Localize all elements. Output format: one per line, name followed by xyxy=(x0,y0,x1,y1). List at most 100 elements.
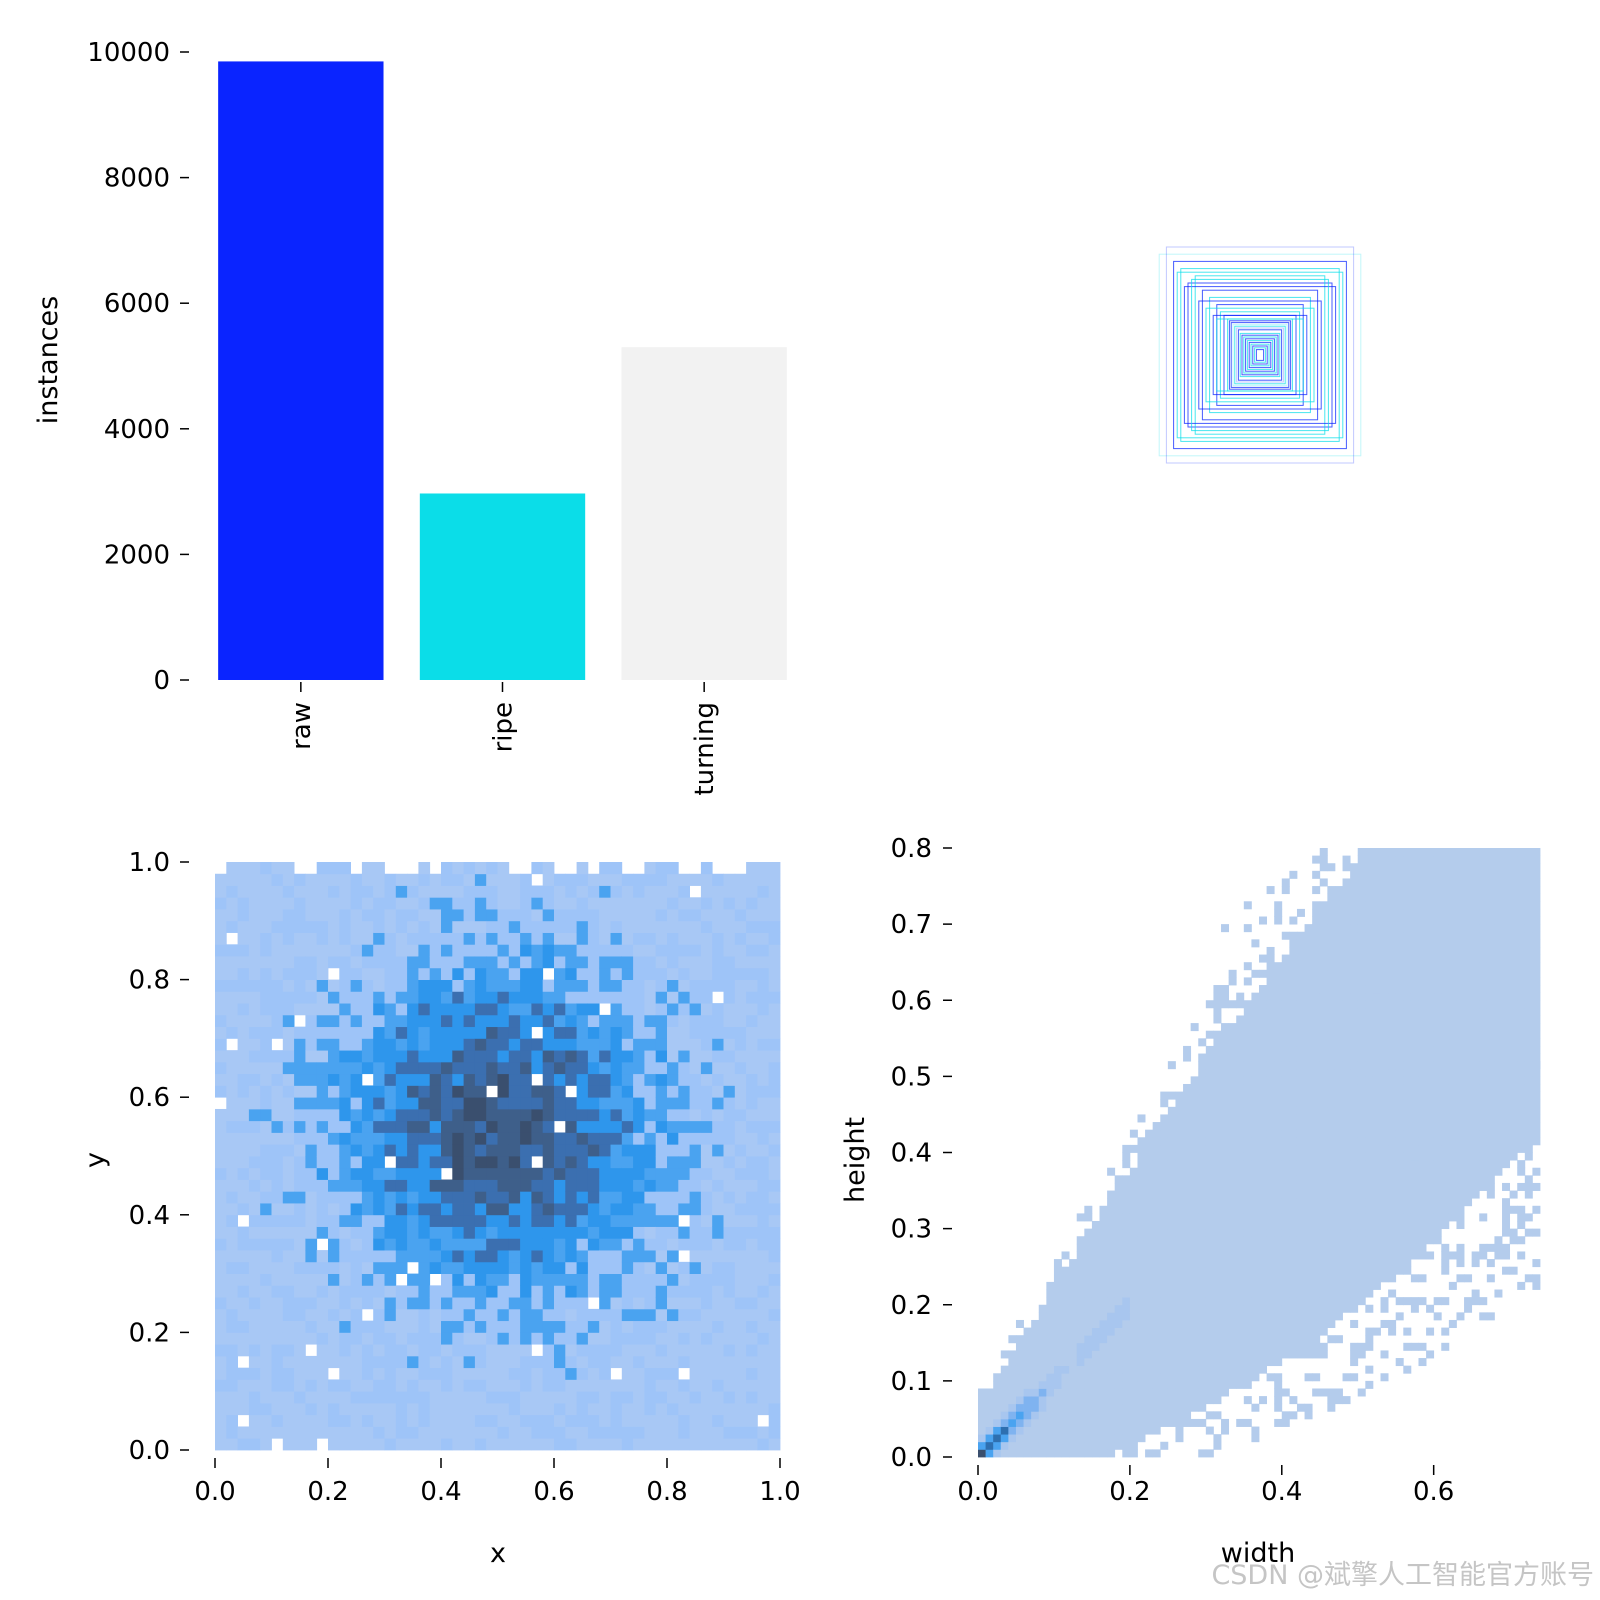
xy-heat-cell xyxy=(407,885,419,898)
xy-heat-cell xyxy=(633,1191,645,1204)
xy-heat-cell xyxy=(644,1120,657,1133)
xy-heat-cell xyxy=(565,1097,577,1110)
xy-heat-cell xyxy=(712,1097,724,1110)
xy-heat-cell xyxy=(689,873,702,886)
xy-heat-cell xyxy=(441,1379,453,1392)
wh-heat-cell xyxy=(1342,1122,1351,1131)
wh-heat-cell xyxy=(1243,1000,1252,1009)
wh-heat-cell xyxy=(1372,1099,1381,1108)
xy-heat-cell xyxy=(361,1367,374,1380)
wh-heat-cell xyxy=(1388,1137,1397,1146)
wh-heat-cell xyxy=(1251,1335,1260,1344)
xy-heat-cell xyxy=(667,979,679,992)
xy-heat-cell xyxy=(271,1344,284,1357)
xy-heat-cell xyxy=(565,1014,577,1028)
xy-heat-cell xyxy=(429,1050,442,1063)
xy-heat-cell xyxy=(294,1355,306,1369)
xy-heat-cell xyxy=(554,1108,566,1122)
xy-heat-cell xyxy=(542,909,555,922)
xy-heat-cell xyxy=(452,1438,464,1451)
xy-heat-cell xyxy=(373,1061,385,1075)
wh-heat-cell xyxy=(1365,1213,1374,1222)
wh-heat-cell xyxy=(1243,1342,1252,1351)
wh-heat-cell xyxy=(1243,1023,1252,1032)
wh-heat-cell xyxy=(1099,1380,1108,1389)
xy-heat-cell xyxy=(576,1132,589,1145)
xy-heat-cell xyxy=(407,1085,419,1098)
wh-heat-cell xyxy=(1312,1007,1321,1016)
wh-heat-cell xyxy=(1357,1160,1366,1169)
xy-heat-cell xyxy=(316,1026,329,1039)
wh-heat-cell xyxy=(1365,1007,1374,1016)
wh-heat-cell xyxy=(1046,1319,1055,1328)
wh-heat-cell xyxy=(1281,1274,1290,1283)
xy-heat-cell xyxy=(248,1214,261,1227)
xy-heat-cell xyxy=(655,1308,668,1322)
xy-heat-cell xyxy=(350,967,363,980)
wh-heat-cell xyxy=(1228,1122,1237,1131)
wh-heat-cell xyxy=(1350,870,1359,879)
xy-heat-cell xyxy=(294,1097,306,1110)
xy-heat-cell xyxy=(328,1438,340,1451)
wh-heat-cell xyxy=(1395,954,1404,963)
wh-heat-cell xyxy=(1251,1221,1260,1230)
wh-heat-cell xyxy=(1099,1449,1108,1458)
wh-heat-cell xyxy=(1304,1373,1313,1382)
xy-heat-cell xyxy=(339,1179,351,1192)
xy-heat-cell xyxy=(418,1026,431,1039)
wh-heat-cell xyxy=(1183,1403,1192,1412)
xy-y-tick-label: 0.2 xyxy=(129,1318,170,1348)
wh-heat-cell xyxy=(1160,1122,1169,1131)
wh-heat-cell xyxy=(1046,1380,1055,1389)
wh-heat-cell xyxy=(1403,1190,1412,1199)
wh-heat-cell xyxy=(1296,969,1305,978)
wh-heat-cell xyxy=(1372,1106,1381,1115)
xy-heat-cell xyxy=(746,1273,758,1286)
wh-heat-cell xyxy=(1137,1205,1146,1214)
wh-heat-cell xyxy=(1152,1449,1161,1458)
wh-heat-cell xyxy=(1084,1388,1093,1397)
wh-heat-cell xyxy=(1281,1228,1290,1237)
wh-heat-cell xyxy=(1372,1152,1381,1161)
xy-heat-cell xyxy=(395,991,408,1004)
xy-heat-cell xyxy=(554,1226,566,1239)
wh-heat-cell xyxy=(1357,1068,1366,1077)
bar-y-tick-label: 0 xyxy=(153,666,170,696)
wh-heat-cell xyxy=(1266,1083,1275,1092)
xy-heat-cell xyxy=(441,1097,453,1110)
xy-heat-cell xyxy=(339,1085,351,1098)
wh-heat-cell xyxy=(1312,1259,1321,1268)
wh-heat-cell xyxy=(1076,1274,1085,1283)
xy-heat-cell xyxy=(768,1120,781,1133)
xy-heat-cell xyxy=(407,1132,419,1145)
xy-heat-cell xyxy=(474,897,487,910)
wh-heat-cell xyxy=(1099,1205,1108,1214)
xy-heat-cell xyxy=(271,967,284,980)
wh-heat-cell xyxy=(1251,1160,1260,1169)
xy-heat-cell xyxy=(429,1003,442,1016)
wh-heat-cell xyxy=(1365,1236,1374,1245)
wh-heat-cell xyxy=(1266,1350,1275,1359)
xy-heat-cell xyxy=(667,897,679,910)
wh-heat-cell xyxy=(1281,1045,1290,1054)
xy-heat-cell xyxy=(271,862,284,875)
label-box xyxy=(1216,318,1304,392)
xy-heat-cell xyxy=(497,897,510,910)
wh-heat-cell xyxy=(1015,1365,1024,1374)
xy-heat-cell xyxy=(328,862,340,875)
xy-heat-cell xyxy=(599,1144,611,1157)
xy-heat-cell xyxy=(667,1179,679,1192)
wh-heat-cell xyxy=(1183,1137,1192,1146)
xy-heat-cell xyxy=(282,1026,295,1039)
xy-heat-cell xyxy=(576,1156,589,1169)
xy-heat-cell xyxy=(508,1367,521,1380)
xy-heat-cell xyxy=(565,1203,577,1216)
wh-heat-cell xyxy=(1031,1388,1040,1397)
xy-heat-cell xyxy=(712,1438,724,1451)
wh-heat-cell xyxy=(1099,1388,1108,1397)
wh-heat-cell xyxy=(1107,1434,1116,1443)
xy-heat-cell xyxy=(237,1402,250,1416)
xy-heat-cell xyxy=(418,979,431,992)
wh-heat-cell xyxy=(1388,1129,1397,1138)
wh-heat-cell xyxy=(1228,1076,1237,1085)
